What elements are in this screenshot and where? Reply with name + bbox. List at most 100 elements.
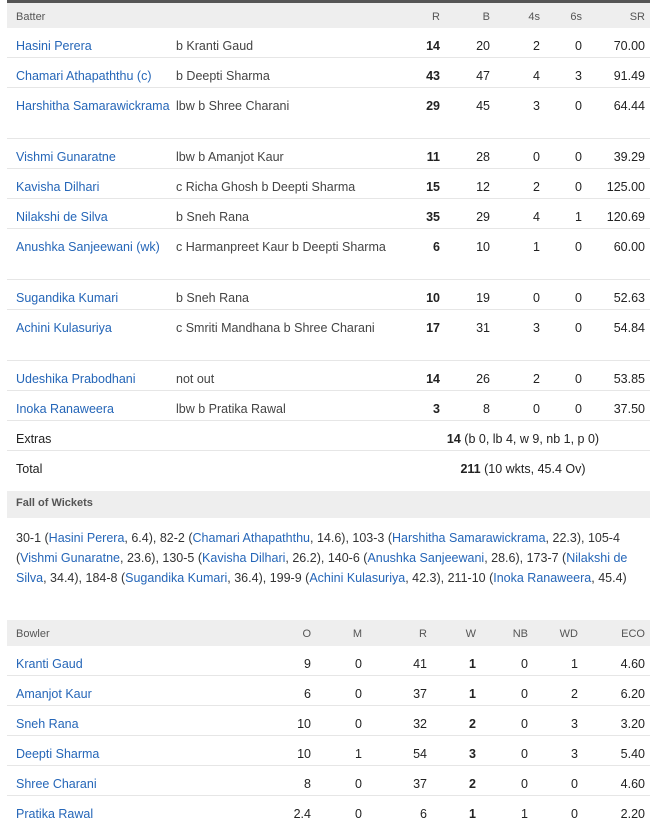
batter-name-link[interactable]: Kavisha Dilhari — [16, 180, 100, 194]
bowler-name-link[interactable]: Amanjot Kaur — [16, 687, 92, 701]
fow-score: 30-1 — [16, 531, 42, 545]
header-sr: SR — [629, 11, 645, 23]
header-6s: 6s — [570, 11, 582, 23]
dismissal: lbw b Pratika Rawal — [176, 402, 286, 416]
maidens: 0 — [355, 717, 362, 731]
extras-detail: (b 0, lb 4, w 9, nb 1, p 0) — [460, 432, 600, 446]
batter-row: Udeshika Prabodhani not out 14 26 2 0 53.85 — [7, 361, 650, 391]
sixes: 3 — [575, 69, 582, 83]
overs: 2.4 — [293, 807, 311, 821]
fow-batter-link[interactable]: Achini Kulasuriya — [309, 571, 406, 585]
batter-name-link[interactable]: Harshitha Samarawickrama — [16, 99, 170, 113]
total-total: 211 — [460, 462, 481, 476]
fours: 0 — [533, 291, 540, 305]
extras-label: Extras — [16, 432, 52, 446]
fow-score: 103-3 — [352, 531, 385, 545]
bowling-header-row: Bowler O M R W NB WD ECO — [7, 620, 650, 646]
fall-of-wickets-header: Fall of Wickets — [7, 491, 650, 518]
header-nb: NB — [512, 628, 528, 640]
fow-batter-link[interactable]: Sugandika Kumari — [125, 571, 228, 585]
sixes: 0 — [575, 402, 582, 416]
bowler-row: Sneh Rana 10 0 32 2 0 3 3.20 — [7, 706, 650, 736]
batter-name-link[interactable]: Anushka Sanjeewani (wk) — [16, 240, 160, 254]
wickets: 2 — [469, 777, 476, 791]
batter-row: Kavisha Dilhari c Richa Ghosh b Deepti Sh… — [7, 169, 650, 199]
fow-batter-link[interactable]: Harshitha Samarawickrama — [392, 531, 546, 545]
fours: 4 — [533, 210, 540, 224]
batter-row: Inoka Ranaweera lbw b Pratika Rawal 3 8 0 0 37… — [7, 391, 650, 421]
bowler-name-link[interactable]: Sneh Rana — [16, 717, 79, 731]
fow-score: 184-8 — [85, 571, 118, 585]
header-4s: 4s — [528, 11, 540, 23]
fours: 3 — [533, 99, 540, 113]
extras-row: Extras 14 (b 0, lb 4, w 9, nb 1, p 0) — [7, 421, 650, 451]
fow-item: 105-4 (Vishmi Gunaratne, 23.6), — [16, 531, 620, 565]
header-w: W — [465, 628, 476, 640]
bowler-row: Kranti Gaud 9 0 41 1 0 1 4.60 — [7, 646, 650, 676]
wides: 3 — [571, 717, 578, 731]
runs: 32 — [413, 717, 427, 731]
strike-rate: 54.84 — [613, 321, 645, 335]
sixes: 1 — [575, 210, 582, 224]
fow-batter-link[interactable]: Kavisha Dilhari — [202, 551, 286, 565]
dismissal: b Kranti Gaud — [176, 39, 254, 53]
header-r: R — [432, 11, 440, 23]
fow-batter-link[interactable]: Hasini Perera — [48, 531, 125, 545]
economy: 2.20 — [620, 807, 645, 821]
batter-name-link[interactable]: Vishmi Gunaratne — [16, 150, 116, 164]
economy: 6.20 — [620, 687, 645, 701]
fow-over: 28.6 — [491, 551, 516, 565]
batter-name-link[interactable]: Chamari Athapaththu (c) — [16, 69, 152, 83]
total-value: 211 (10 wkts, 45.4 Ov) — [401, 459, 645, 479]
fow-batter-link[interactable]: Inoka Ranaweera — [493, 571, 592, 585]
batter-name-link[interactable]: Sugandika Kumari — [16, 291, 119, 305]
fow-batter-link[interactable]: Anushka Sanjeewani — [367, 551, 485, 565]
sixes: 0 — [575, 240, 582, 254]
dismissal: c Richa Ghosh b Deepti Sharma — [176, 180, 356, 194]
header-batter: Batter — [16, 11, 46, 23]
no-balls: 0 — [521, 687, 528, 701]
batter-row: Nilakshi de Silva b Sneh Rana 35 29 4 1 120.69 — [7, 199, 650, 229]
bowler-name-link[interactable]: Shree Charani — [16, 777, 97, 791]
dismissal: c Harmanpreet Kaur b Deepti Sharma — [176, 240, 386, 254]
fow-over: 6.4 — [131, 531, 149, 545]
batter-name-link[interactable]: Achini Kulasuriya — [16, 321, 112, 335]
fow-item: 30-1 (Hasini Perera, 6.4), — [16, 531, 160, 545]
batting-table: Batter R B 4s 6s SR Hasini Perera b Kranti Gaud… — [7, 3, 650, 481]
header-o: O — [302, 628, 311, 640]
balls: 8 — [483, 402, 490, 416]
balls: 12 — [476, 180, 490, 194]
runs: 11 — [426, 150, 440, 164]
batter-row: Hasini Perera b Kranti Gaud 14 20 2 0 70.00 — [7, 28, 650, 58]
dismissal: lbw b Shree Charani — [176, 99, 290, 113]
maidens: 0 — [355, 687, 362, 701]
strike-rate: 60.00 — [613, 240, 645, 254]
fow-batter-link[interactable]: Chamari Athapaththu — [192, 531, 310, 545]
batter-name-link[interactable]: Hasini Perera — [16, 39, 92, 53]
wides: 3 — [571, 747, 578, 761]
bowler-name-link[interactable]: Deepti Sharma — [16, 747, 100, 761]
maidens: 1 — [355, 747, 362, 761]
batter-row: Achini Kulasuriya c Smriti Mandhana b Shr… — [7, 310, 650, 361]
bowler-name-link[interactable]: Kranti Gaud — [16, 657, 83, 671]
fow-over: 22.3 — [552, 531, 577, 545]
runs: 10 — [426, 291, 440, 305]
strike-rate: 64.44 — [613, 99, 645, 113]
bowler-name-link[interactable]: Pratika Rawal — [16, 807, 94, 821]
fow-batter-link[interactable]: Nilakshi de Silva — [16, 551, 628, 585]
dismissal: b Sneh Rana — [176, 291, 249, 305]
batter-name-link[interactable]: Nilakshi de Silva — [16, 210, 108, 224]
balls: 20 — [476, 39, 490, 53]
bowler-row: Pratika Rawal 2.4 0 6 1 1 0 2.20 — [7, 796, 650, 826]
sixes: 0 — [575, 321, 582, 335]
fow-item: 211-10 (Inoka Ranaweera, 45.4) — [447, 571, 627, 585]
balls: 45 — [476, 99, 490, 113]
bowler-row: Shree Charani 8 0 37 2 0 0 4.60 — [7, 766, 650, 796]
total-label: Total — [16, 462, 43, 476]
batter-name-link[interactable]: Udeshika Prabodhani — [16, 372, 136, 386]
economy: 3.20 — [620, 717, 645, 731]
batter-name-link[interactable]: Inoka Ranaweera — [16, 402, 114, 416]
fow-batter-link[interactable]: Vishmi Gunaratne — [20, 551, 120, 565]
fow-over: 23.6 — [126, 551, 152, 565]
wickets: 1 — [469, 807, 476, 821]
